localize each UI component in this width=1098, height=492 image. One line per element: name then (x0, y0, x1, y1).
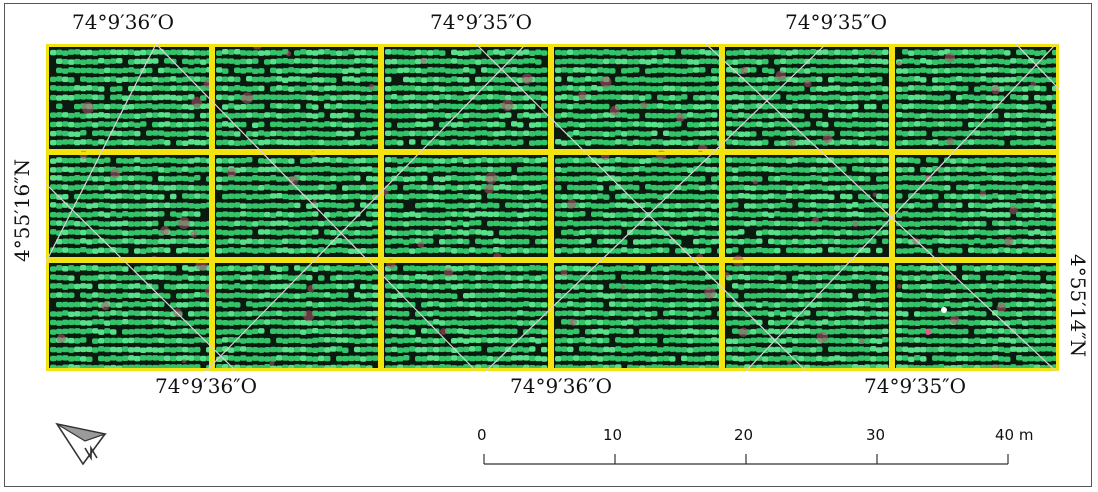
plot-r2-c6 (892, 152, 1059, 260)
plot-r1-c5 (722, 44, 892, 152)
scale-tick-label-40: 40 m (995, 426, 1034, 444)
scale-tick-label-20: 20 (734, 426, 754, 444)
top-longitude-label-1: 74°9′36″O (72, 10, 175, 34)
north-arrow-icon (55, 422, 108, 466)
plot-r1-c6 (892, 44, 1059, 152)
bottom-longitude-label-3: 74°9′35″O (864, 374, 967, 398)
plot-r1-c1 (46, 44, 214, 152)
left-latitude-label: 4°55′16″N (10, 158, 34, 262)
plot-r2-c2 (212, 151, 381, 260)
graticule-lines (46, 44, 1059, 371)
plot-r1-c3 (381, 44, 551, 152)
plot-r3-c2 (212, 260, 382, 371)
scale-tick-label-30: 30 (866, 426, 886, 444)
plot-r3-c6 (892, 260, 1059, 371)
map-frame (4, 3, 1092, 487)
top-longitude-label-2: 74°9′35″O (430, 10, 533, 34)
right-latitude-label: 4°55′14″N (1066, 254, 1090, 358)
plot-grid (46, 44, 1059, 371)
plot-r2-c4 (551, 150, 724, 262)
scale-bar-line (483, 454, 1009, 465)
plot-r3-c5 (722, 255, 892, 371)
plot-r2-c5 (722, 152, 892, 260)
plot-r3-c1 (46, 258, 216, 371)
plot-r3-c3 (381, 259, 551, 371)
bottom-longitude-label-1: 74°9′36″O (155, 374, 258, 398)
scale-tick-label-10: 10 (603, 426, 623, 444)
bottom-longitude-label-2: 74°9′36″O (510, 374, 613, 398)
aerial-map (46, 44, 1059, 371)
plot-r1-c2 (212, 44, 381, 152)
plot-r3-c4 (551, 260, 724, 371)
plot-r2-c3 (381, 152, 551, 262)
scale-unit: m (1018, 426, 1034, 444)
scale-tick-label-0: 0 (477, 426, 487, 444)
scale-bar: 0 10 20 30 40 m (470, 420, 1034, 470)
plot-r1-c4 (551, 44, 724, 154)
top-longitude-label-3: 74°9′35″O (785, 10, 888, 34)
aerial-image (46, 44, 1059, 371)
